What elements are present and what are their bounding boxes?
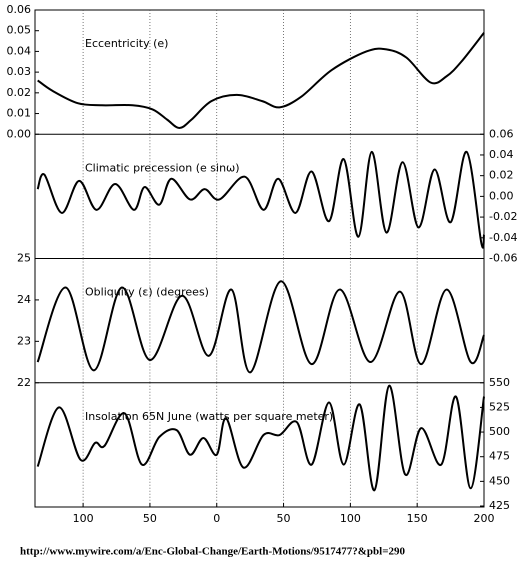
x-tick-label: 200 <box>474 512 495 525</box>
data-line <box>37 32 485 130</box>
y-tick-label: 0.05 <box>7 24 32 37</box>
x-tick-label: 100 <box>73 512 94 525</box>
y-tick-label: 0.00 <box>489 189 514 202</box>
panel-title: Eccentricity (e) <box>85 37 168 50</box>
y-tick-label: 25 <box>17 252 31 265</box>
y-tick-label: 525 <box>489 400 510 413</box>
y-tick-label: 500 <box>489 425 510 438</box>
x-tick-label: 100 <box>340 512 361 525</box>
y-tick-label: 0.02 <box>7 86 32 99</box>
y-tick-label: -0.02 <box>489 210 517 223</box>
data-line <box>36 150 485 249</box>
y-tick-label: 550 <box>489 376 510 389</box>
y-tick-label: 23 <box>17 334 31 347</box>
y-tick-label: 0.03 <box>7 65 32 78</box>
panel-title: Obliquity (ε) (degrees) <box>85 286 209 299</box>
x-tick-label: 150 <box>407 512 428 525</box>
y-tick-label: 0.06 <box>489 127 514 140</box>
x-tick-label: 0 <box>213 512 220 525</box>
y-tick-label: 0.00 <box>7 127 32 140</box>
data-line <box>36 384 485 492</box>
x-tick-label: 50 <box>277 512 291 525</box>
panel-title: Insolation 65N June (watts per square me… <box>85 410 333 423</box>
y-tick-label: 24 <box>17 293 31 306</box>
y-tick-label: 0.02 <box>489 169 514 182</box>
data-line <box>36 280 485 374</box>
y-tick-label: 0.01 <box>7 107 32 120</box>
y-tick-label: 425 <box>489 499 510 512</box>
panel-title: Climatic precession (e sinω) <box>85 161 240 174</box>
y-tick-label: 0.04 <box>7 44 32 57</box>
y-tick-label: 0.06 <box>7 3 32 16</box>
source-caption: http://www.mywire.com/a/Enc-Global-Chang… <box>20 546 405 558</box>
y-tick-label: 0.04 <box>489 148 514 161</box>
y-tick-label: -0.06 <box>489 252 517 265</box>
y-tick-label: 22 <box>17 376 31 389</box>
y-tick-label: -0.04 <box>489 231 517 244</box>
y-tick-label: 475 <box>489 450 510 463</box>
x-tick-label: 50 <box>143 512 157 525</box>
y-tick-label: 450 <box>489 474 510 487</box>
